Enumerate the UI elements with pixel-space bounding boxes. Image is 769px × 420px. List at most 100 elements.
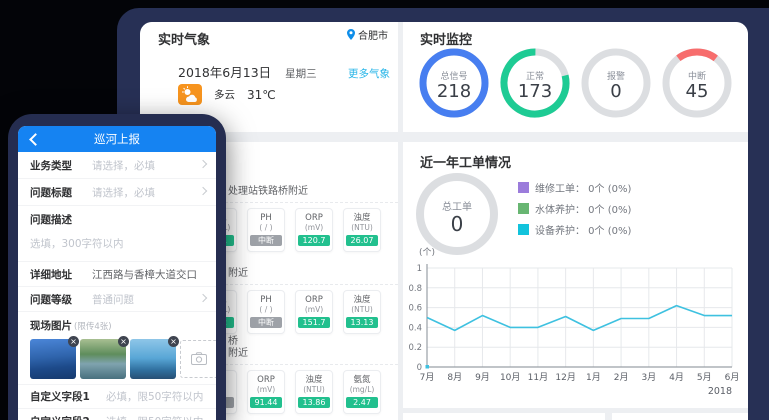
business-type-row[interactable]: 业务类型 请选择，必填 [18, 152, 216, 179]
gauge-value: 173 [517, 81, 553, 102]
svg-text:1: 1 [417, 264, 422, 274]
chevron-right-icon [198, 186, 208, 196]
river-photo-2: × [80, 336, 129, 379]
chevron-right-icon [198, 159, 208, 169]
legend-swatch [518, 224, 529, 235]
station-divider [200, 202, 398, 203]
svg-text:4月: 4月 [669, 372, 684, 383]
site-photos-label-row: 现场图片 (限传4张) [30, 318, 204, 333]
gauge-报警: 报警 0 [581, 48, 651, 118]
station-name: 附近 [228, 268, 248, 279]
metric-name: ORP [305, 295, 323, 305]
metric-card-ORP: ORP (mV) 120.7 [295, 208, 333, 252]
gauge-label: 报警 [606, 72, 625, 82]
legend-swatch [518, 203, 529, 214]
address-row[interactable]: 详细地址 江西路与香樟大道交口 [18, 262, 216, 287]
total-workorders-value: 0 [450, 212, 464, 236]
custom-field-2-placeholder: 选填，限50字符以内 [106, 414, 203, 420]
business-type-label: 业务类型 [30, 159, 72, 172]
workorders-panel: 近一年工单情况 总工单 0 维修工单： 0个 (0%) 水体养护： 0个 (0%)… [403, 142, 748, 408]
metric-value-badge: 2.47 [346, 397, 378, 408]
gauges-row: 总信号 218 正常 173 报警 0 中断 45 [403, 48, 748, 118]
delete-photo-icon[interactable]: × [68, 336, 79, 347]
svg-text:2018: 2018 [708, 386, 732, 397]
svg-text:5月: 5月 [697, 372, 712, 383]
custom-field-2-row[interactable]: 自定义字段2 选填，限50字符以内 [18, 409, 216, 420]
svg-text:2月: 2月 [614, 372, 629, 383]
svg-text:3月: 3月 [641, 372, 656, 383]
metric-unit: (NTU) [351, 223, 373, 232]
svg-text:0.8: 0.8 [408, 284, 422, 294]
metric-card-浊度: 浊度 (NTU) 26.07 [343, 208, 381, 252]
weather-panel: 实时气象 合肥市 2018年6月13日 星期三 更多气象 多云 31℃ [140, 22, 398, 132]
svg-text:(个): (个) [419, 247, 435, 258]
metric-name: PH [260, 213, 272, 223]
gauge-label: 中断 [687, 72, 706, 82]
metric-unit: (NTU) [303, 385, 325, 394]
delete-photo-icon[interactable]: × [168, 336, 179, 347]
gauge-label: 正常 [525, 72, 544, 82]
weather-date-row: 2018年6月13日 星期三 更多气象 [178, 62, 390, 81]
legend-item-设备养护: 设备养护： 0个 (0%) [518, 222, 631, 237]
station-name: 桥 附近 [228, 336, 248, 359]
river-photo-3: × [130, 336, 179, 379]
metric-card-ORP: ORP (mV) 151.7 [295, 290, 333, 334]
gauge-label: 总信号 [440, 72, 468, 82]
add-photo-button[interactable] [180, 340, 216, 378]
address-label: 详细地址 [30, 268, 72, 281]
camera-icon [191, 350, 207, 369]
svg-text:6月: 6月 [725, 372, 740, 383]
svg-text:0: 0 [417, 363, 422, 373]
metric-value-badge: 13.86 [298, 397, 330, 408]
svg-text:9月: 9月 [475, 372, 490, 383]
metric-unit: (NTU) [351, 305, 373, 314]
more-weather-link[interactable]: 更多气象 [348, 68, 390, 80]
workorders-legend: 维修工单： 0个 (0%) 水体养护： 0个 (0%) 设备养护： 0个 (0%) [518, 180, 631, 243]
weather-date: 2018年6月13日 [178, 65, 272, 80]
metric-value-badge: 中断 [250, 317, 282, 328]
gauge-中断: 中断 45 [662, 48, 732, 118]
metric-value-badge: 中断 [250, 235, 282, 246]
legend-item-维修工单: 维修工单： 0个 (0%) [518, 180, 631, 195]
metric-value-badge: 120.7 [298, 235, 330, 246]
metric-name: ORP [257, 375, 275, 385]
back-icon[interactable] [28, 133, 40, 145]
business-type-placeholder: 请选择，必填 [92, 159, 155, 172]
gauge-value: 218 [436, 81, 472, 102]
metric-card-ORP: ORP (mV) 91.44 [247, 370, 285, 414]
metric-unit: ( / ) [259, 305, 273, 314]
metric-name: ORP [305, 213, 323, 223]
issue-title-row[interactable]: 问题标题 请选择，必填 [18, 179, 216, 206]
custom-field-1-placeholder: 必填，限50字符以内 [106, 391, 204, 403]
metric-card-浊度: 浊度 (NTU) 13.13 [343, 290, 381, 334]
svg-text:0.2: 0.2 [408, 343, 422, 353]
issue-description-label: 问题描述 [30, 214, 72, 226]
weather-temperature: 31℃ [247, 87, 276, 102]
phone-page-title: 巡河上报 [94, 132, 140, 146]
cloudy-sun-icon [178, 84, 202, 105]
issue-level-row[interactable]: 问题等级 普通问题 [18, 287, 216, 312]
svg-text:0.4: 0.4 [408, 323, 422, 333]
issue-title-label: 问题标题 [30, 186, 72, 199]
metric-value-badge: 151.7 [298, 317, 330, 328]
svg-text:0.6: 0.6 [408, 304, 422, 314]
weather-location: 合肥市 [347, 27, 388, 42]
legend-text: 维修工单： 0个 (0%) [535, 184, 632, 195]
river-photo-1: × [30, 336, 79, 379]
issue-description-field[interactable]: 问题描述 选填，300字符以内 [18, 206, 216, 262]
phone-screen: 巡河上报 业务类型 请选择，必填 问题标题 请选择，必填 问题描述 选填，300… [18, 126, 216, 420]
phone-mockup: 巡河上报 业务类型 请选择，必填 问题标题 请选择，必填 问题描述 选填，300… [8, 114, 226, 420]
weather-current: 多云 31℃ [178, 84, 276, 105]
custom-field-2-label: 自定义字段2 [30, 414, 106, 420]
custom-field-1-row[interactable]: 自定义字段1 必填，限50字符以内 [18, 384, 216, 409]
dashboard: 实时气象 合肥市 2018年6月13日 星期三 更多气象 多云 31℃ [140, 22, 748, 420]
legend-text: 设备养护： 0个 (0%) [535, 226, 632, 237]
site-photos-section: 现场图片 (限传4张) × × × [18, 312, 216, 379]
legend-text: 水体养护： 0个 (0%) [535, 205, 632, 216]
svg-text:8月: 8月 [447, 372, 462, 383]
issue-level-value: 普通问题 [92, 293, 134, 306]
site-photos-label: 现场图片 [30, 320, 72, 332]
delete-photo-icon[interactable]: × [118, 336, 129, 347]
svg-text:12月: 12月 [555, 372, 575, 383]
